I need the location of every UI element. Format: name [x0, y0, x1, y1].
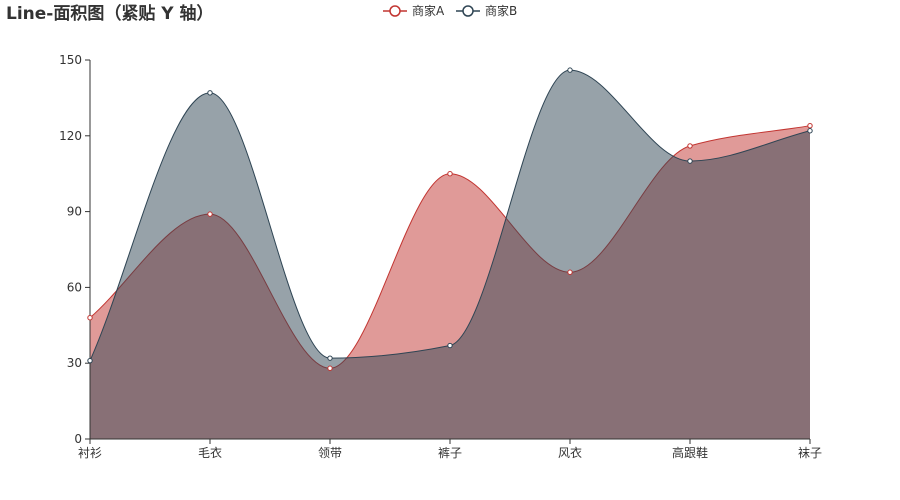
y-axis: 0 30 60 90 120 150: [59, 53, 90, 446]
y-tick-label: 90: [67, 205, 82, 219]
x-tick-label: 风衣: [558, 445, 582, 460]
x-tick-label: 袜子: [798, 446, 822, 460]
x-tick-label: 领带: [318, 446, 342, 460]
data-point[interactable]: [207, 211, 213, 217]
legend: 商家A 商家B: [383, 3, 517, 18]
legend-a-marker: [389, 5, 401, 17]
data-point[interactable]: [687, 143, 693, 149]
data-point[interactable]: [567, 67, 573, 73]
data-point[interactable]: [327, 355, 333, 361]
data-point[interactable]: [447, 342, 453, 349]
data-point[interactable]: [807, 122, 813, 129]
legend-item-a[interactable]: 商家A: [383, 3, 445, 18]
legend-item-b[interactable]: 商家B: [456, 3, 517, 18]
data-point[interactable]: [687, 158, 693, 164]
data-point[interactable]: [807, 128, 813, 134]
x-tick-label: 高跟鞋: [672, 445, 708, 460]
legend-a-label: 商家A: [412, 3, 445, 18]
plot-area: [89, 69, 811, 440]
data-point[interactable]: [207, 90, 213, 96]
y-tick-label: 60: [67, 280, 82, 294]
legend-b-label: 商家B: [485, 3, 517, 18]
data-point[interactable]: [567, 269, 573, 275]
data-point[interactable]: [447, 171, 453, 177]
y-tick-label: 120: [59, 129, 82, 143]
series-b-line: [89, 69, 811, 361]
data-point[interactable]: [327, 365, 333, 371]
x-tick-label: 衬衫: [78, 446, 102, 460]
y-tick-label: 0: [74, 432, 82, 446]
legend-b-marker: [462, 5, 474, 17]
axis-lines: [89, 60, 810, 440]
x-tick-label: 裤子: [438, 446, 462, 460]
x-tick-label: 毛衣: [198, 445, 222, 460]
data-point[interactable]: [87, 357, 93, 364]
y-tick-label: 150: [59, 53, 82, 67]
series-b-area: [90, 70, 810, 440]
x-axis: 衬衫 毛衣 领带 裤子 风衣 高跟鞋 袜子: [78, 439, 822, 460]
data-points: [87, 67, 813, 371]
y-tick-label: 30: [67, 356, 82, 370]
chart-title: Line-面积图（紧贴 Y 轴）: [6, 3, 214, 24]
data-point[interactable]: [87, 315, 93, 321]
